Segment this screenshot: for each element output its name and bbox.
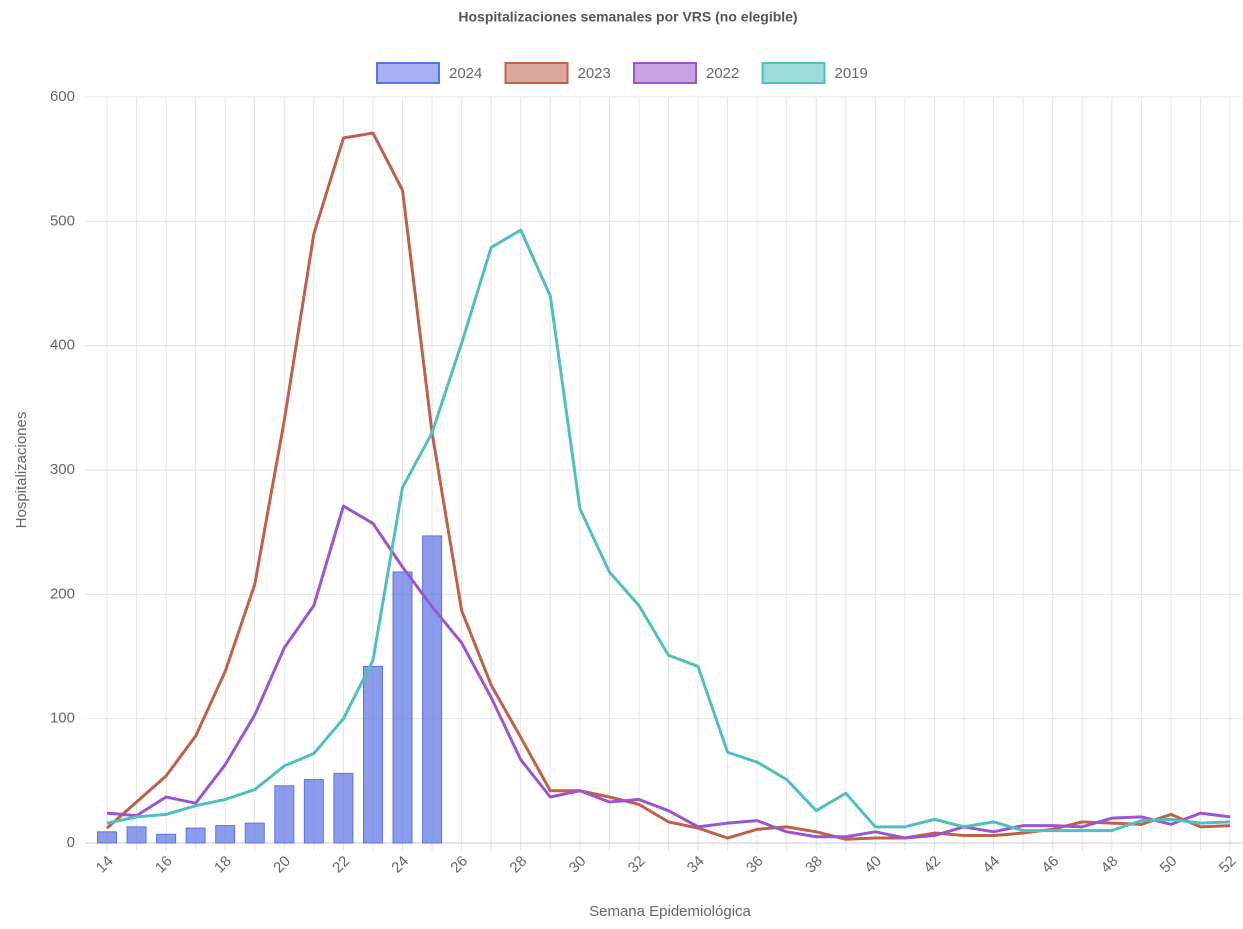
bar xyxy=(97,831,117,844)
x-tick-label: 50 xyxy=(1157,853,1181,877)
y-tick-label: 300 xyxy=(50,461,75,478)
legend-swatch xyxy=(376,62,440,84)
x-tick-label: 28 xyxy=(507,853,531,877)
bar xyxy=(215,825,236,844)
x-tick-label: 24 xyxy=(388,853,412,877)
x-tick-label: 52 xyxy=(1216,853,1240,877)
bar xyxy=(274,785,295,844)
x-axis-title: Semana Epidemiológica xyxy=(589,903,751,920)
x-tick-label: 22 xyxy=(329,853,353,877)
bar xyxy=(244,822,265,844)
y-axis-title: Hospitalizaciones xyxy=(13,412,30,529)
x-tick-label: 42 xyxy=(920,853,944,877)
bar xyxy=(362,665,383,844)
line xyxy=(106,228,1231,833)
x-tick-label: 16 xyxy=(152,853,176,877)
x-tick-label: 32 xyxy=(625,853,649,877)
legend-swatch xyxy=(633,62,697,84)
legend-label: 2023 xyxy=(578,65,611,82)
x-tick-label: 44 xyxy=(979,853,1003,877)
bar xyxy=(126,826,147,844)
y-tick-label: 500 xyxy=(50,212,75,229)
bar xyxy=(303,779,324,844)
legend-label: 2019 xyxy=(835,65,868,82)
line xyxy=(106,504,1231,840)
x-tick-label: 36 xyxy=(743,853,767,877)
chart-title: Hospitalizaciones semanales por VRS (no … xyxy=(458,9,797,25)
x-tick-label: 46 xyxy=(1038,853,1062,877)
y-tick-label: 400 xyxy=(50,337,75,354)
x-tick-label: 48 xyxy=(1098,853,1122,877)
legend-swatch xyxy=(761,62,826,84)
x-tick-label: 30 xyxy=(566,853,590,877)
y-tick-label: 200 xyxy=(50,585,75,602)
x-tick-label: 40 xyxy=(861,853,885,877)
x-tick-label: 18 xyxy=(211,853,235,877)
y-tick-label: 100 xyxy=(50,710,75,727)
y-tick-label: 0 xyxy=(67,834,75,851)
y-tick-label: 600 xyxy=(50,88,75,105)
bar xyxy=(392,571,413,844)
legend-label: 2024 xyxy=(449,65,482,82)
x-tick-label: 14 xyxy=(93,853,117,877)
x-tick-label: 26 xyxy=(447,853,471,877)
x-tick-label: 20 xyxy=(270,853,294,877)
bar xyxy=(185,827,206,844)
legend-label: 2022 xyxy=(706,65,739,82)
legend-swatch xyxy=(504,62,569,84)
bar xyxy=(422,535,443,844)
bar xyxy=(333,772,354,844)
x-tick-label: 34 xyxy=(684,853,708,877)
x-tick-label: 38 xyxy=(802,853,826,877)
bar xyxy=(156,833,177,844)
